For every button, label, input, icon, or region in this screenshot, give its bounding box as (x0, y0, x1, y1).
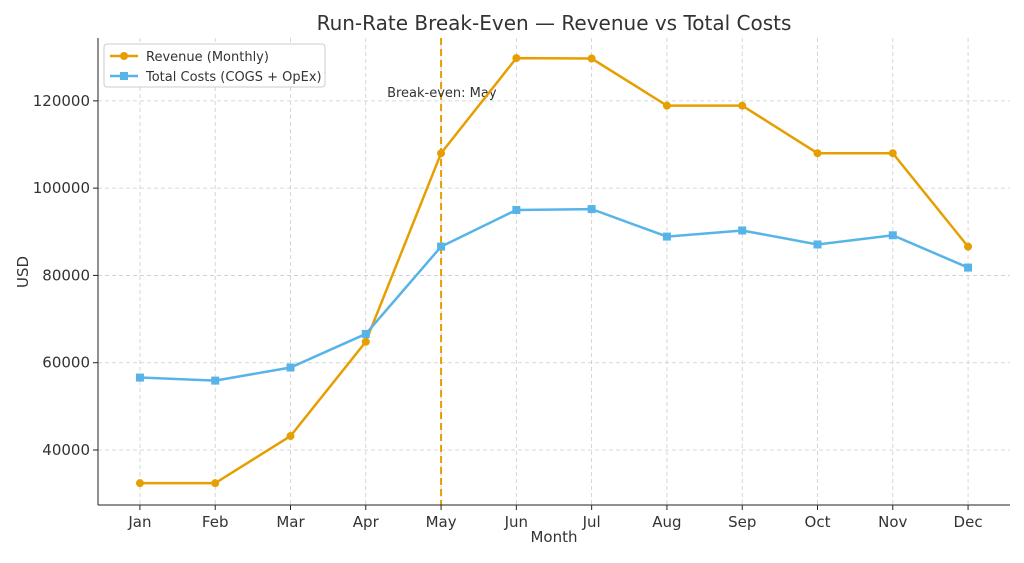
data-point (361, 329, 370, 338)
data-point (964, 242, 973, 251)
y-axis-label: USD (14, 256, 32, 288)
data-point (211, 376, 220, 385)
x-tick-label: Apr (353, 513, 380, 531)
data-point (813, 240, 822, 249)
data-point (587, 54, 596, 63)
y-tick-label: 120000 (33, 92, 90, 110)
legend-marker (120, 72, 128, 80)
data-point (888, 149, 897, 158)
legend-marker (120, 52, 128, 60)
data-point (512, 205, 521, 214)
series-line-1 (139, 207, 969, 382)
data-point (587, 205, 596, 214)
y-tick-label: 100000 (33, 179, 90, 197)
data-point (813, 149, 822, 158)
x-tick-label: Feb (202, 513, 229, 531)
chart-title: Run-Rate Break-Even — Revenue vs Total C… (317, 11, 792, 35)
x-tick-label: May (426, 513, 457, 531)
x-tick-label: Mar (276, 513, 305, 531)
x-tick-label: Oct (805, 513, 831, 531)
data-point (964, 263, 973, 272)
data-point (286, 432, 295, 441)
x-tick-label: Nov (878, 513, 907, 531)
data-point (286, 363, 295, 372)
data-point (662, 232, 671, 241)
y-tick-label: 80000 (42, 266, 90, 284)
data-point (211, 479, 220, 488)
data-point (135, 373, 144, 382)
data-point (512, 54, 521, 63)
series-line-0 (139, 56, 970, 485)
legend-label: Revenue (Monthly) (146, 50, 269, 65)
y-tick-label: 60000 (42, 354, 90, 372)
x-tick-label: Sep (728, 513, 756, 531)
break-even-annotation: Break-even: May (387, 86, 497, 101)
data-point (738, 101, 747, 110)
x-tick-label: Dec (954, 513, 983, 531)
data-point (738, 226, 747, 235)
x-axis-label: Month (530, 528, 577, 546)
data-point (135, 479, 144, 488)
legend-label: Total Costs (COGS + OpEx) (145, 70, 322, 85)
data-point (361, 337, 370, 346)
x-tick-label: Jun (504, 513, 528, 531)
y-tick-label: 40000 (42, 441, 90, 459)
data-point (888, 231, 897, 240)
legend: Revenue (Monthly) Total Costs (COGS + OpE… (103, 43, 326, 88)
x-tick-label: Jul (582, 513, 601, 531)
data-point (437, 242, 446, 251)
data-point (437, 149, 446, 158)
x-tick-label: Aug (652, 513, 681, 531)
x-tick-label: Jan (127, 513, 151, 531)
data-point (662, 101, 671, 110)
